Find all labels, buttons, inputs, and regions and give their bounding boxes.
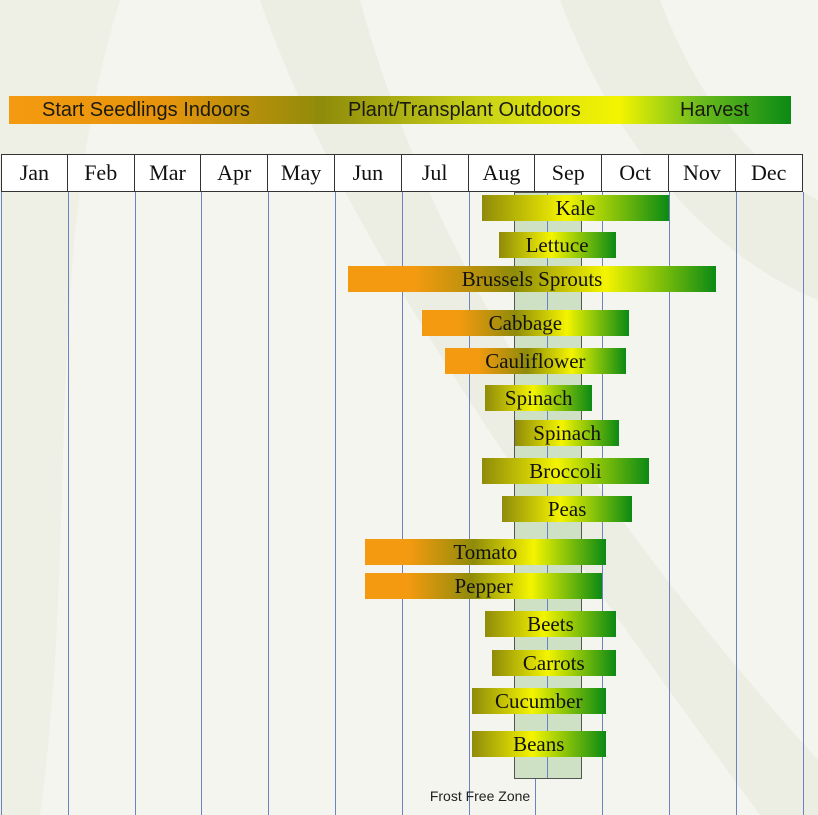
crop-bar-tomato: Tomato bbox=[365, 539, 606, 565]
month-header-jul: Jul bbox=[401, 154, 469, 192]
month-header-nov: Nov bbox=[669, 154, 736, 192]
crop-bar-cucumber: Cucumber bbox=[471, 688, 606, 714]
legend-harvest: Harvest bbox=[680, 99, 749, 121]
month-grid-line bbox=[135, 192, 136, 815]
month-header-oct: Oct bbox=[602, 154, 669, 192]
month-header-feb: Feb bbox=[67, 154, 135, 192]
crop-bar-kale: Kale bbox=[481, 195, 669, 221]
crop-bar-brussels-sprouts: Brussels Sprouts bbox=[348, 266, 716, 292]
crop-bar-cauliflower: Cauliflower bbox=[445, 348, 626, 374]
month-grid-line bbox=[402, 192, 403, 815]
month-grid-line bbox=[268, 192, 269, 815]
crop-bar-cabbage: Cabbage bbox=[421, 310, 629, 336]
month-grid-line bbox=[335, 192, 336, 815]
month-grid-line bbox=[1, 192, 2, 815]
month-grid-line bbox=[469, 192, 470, 815]
crop-bar-peas: Peas bbox=[502, 496, 633, 522]
month-header-jan: Jan bbox=[1, 154, 68, 192]
legend-gradient-bar: Start Seedlings Indoors Plant/Transplant… bbox=[9, 96, 791, 124]
legend-start-indoors: Start Seedlings Indoors bbox=[42, 99, 250, 121]
crop-bar-spinach: Spinach bbox=[515, 420, 619, 446]
month-grid-line bbox=[669, 192, 670, 815]
month-header-may: May bbox=[268, 154, 335, 192]
month-header-dec: Dec bbox=[735, 154, 803, 192]
month-header-mar: Mar bbox=[134, 154, 202, 192]
legend-plant-outdoors: Plant/Transplant Outdoors bbox=[348, 99, 581, 121]
crop-bar-carrots: Carrots bbox=[491, 650, 616, 676]
crop-bar-spinach: Spinach bbox=[485, 385, 593, 411]
crop-bar-broccoli: Broccoli bbox=[481, 458, 649, 484]
month-grid-line bbox=[201, 192, 202, 815]
crop-bar-lettuce: Lettuce bbox=[498, 232, 616, 258]
month-header-sep: Sep bbox=[535, 154, 603, 192]
crop-bar-beans: Beans bbox=[471, 731, 606, 757]
month-header-jun: Jun bbox=[335, 154, 402, 192]
month-header-aug: Aug bbox=[468, 154, 536, 192]
frost-zone-month-line bbox=[547, 193, 549, 778]
crop-bar-pepper: Pepper bbox=[365, 573, 603, 599]
month-grid-line bbox=[803, 192, 804, 815]
month-grid-line bbox=[68, 192, 69, 815]
month-grid-line bbox=[736, 192, 737, 815]
frost-free-zone-label: Frost Free Zone bbox=[429, 788, 531, 804]
crop-bar-beets: Beets bbox=[485, 611, 616, 637]
month-header-apr: Apr bbox=[201, 154, 269, 192]
